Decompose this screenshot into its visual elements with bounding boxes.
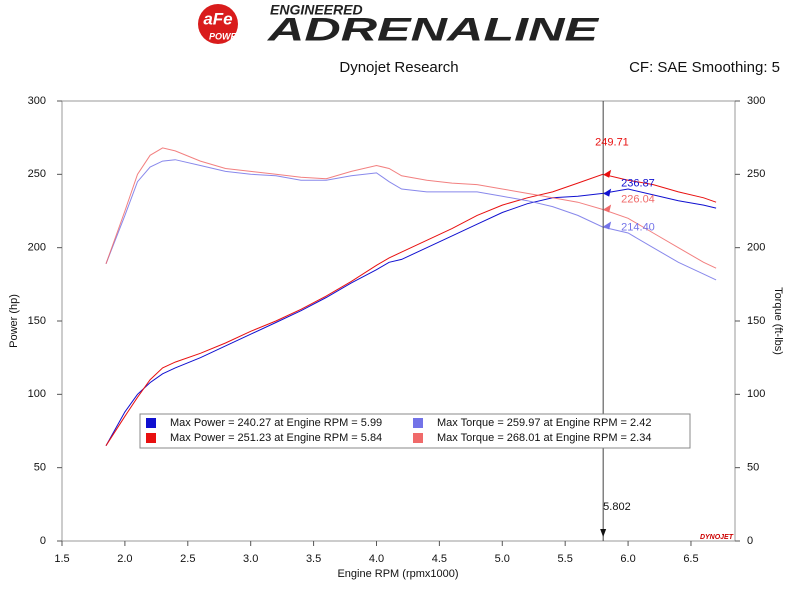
y2-tick-label: 100 — [747, 388, 765, 400]
x-tick-label: 5.0 — [495, 553, 510, 565]
x-tick-label: 3.0 — [243, 553, 258, 565]
y-tick-label: 50 — [34, 462, 46, 474]
x-tick-label: 1.5 — [54, 553, 69, 565]
y-tick-label: 300 — [28, 95, 46, 107]
y-tick-label: 0 — [40, 535, 46, 547]
x-tick-label: 2.0 — [117, 553, 132, 565]
y2-axis-label: Torque (ft-lbs) — [772, 287, 784, 355]
y-tick-label: 200 — [28, 242, 46, 254]
cursor-marker — [603, 169, 612, 178]
x-tick-label: 5.5 — [558, 553, 573, 565]
legend-label: Max Power = 240.27 at Engine RPM = 5.99 — [170, 417, 382, 429]
cursor-arrow — [600, 529, 607, 537]
y2-tick-label: 0 — [747, 535, 753, 547]
y-tick-label: 150 — [28, 315, 46, 327]
x-tick-label: 3.5 — [306, 553, 321, 565]
series-line — [105, 188, 717, 446]
cursor-readout: 249.71 — [595, 137, 629, 149]
watermark: DYNOJET — [700, 534, 734, 541]
series-line — [105, 159, 717, 281]
brand-top: ENGINEERED — [270, 2, 363, 18]
cursor-marker — [603, 204, 612, 213]
x-tick-label: 4.5 — [432, 553, 447, 565]
cursor-readout: 226.04 — [621, 193, 655, 205]
cursor-marker — [603, 221, 612, 230]
brand: ADRENALINE — [266, 11, 600, 47]
y-axis-label: Power (hp) — [8, 294, 20, 348]
legend-label: Max Torque = 259.97 at Engine RPM = 2.42 — [437, 417, 651, 429]
legend-label: Max Torque = 268.01 at Engine RPM = 2.34 — [437, 432, 651, 444]
cursor-readout: 236.87 — [621, 177, 655, 189]
series-line — [105, 173, 717, 446]
y2-tick-label: 150 — [747, 315, 765, 327]
x-axis-label: Engine RPM (rpmx1000) — [337, 568, 458, 580]
legend-swatch — [413, 418, 423, 428]
cursor-readout: 214.40 — [621, 221, 655, 233]
right-caption: CF: SAE Smoothing: 5 — [629, 59, 780, 76]
legend-swatch — [146, 433, 156, 443]
logo-sub: POWER — [209, 31, 244, 41]
cursor-marker — [603, 188, 612, 197]
series-line — [105, 147, 717, 269]
legend-label: Max Power = 251.23 at Engine RPM = 5.84 — [170, 432, 382, 444]
x-tick-label: 6.5 — [683, 553, 698, 565]
y-tick-label: 250 — [28, 168, 46, 180]
cursor-x-label: 5.802 — [603, 501, 631, 513]
legend-swatch — [146, 418, 156, 428]
legend-swatch — [413, 433, 423, 443]
x-tick-label: 6.0 — [620, 553, 635, 565]
logo-badge — [198, 4, 238, 44]
y2-tick-label: 250 — [747, 168, 765, 180]
x-tick-label: 2.5 — [180, 553, 195, 565]
x-tick-label: 4.0 — [369, 553, 384, 565]
logo-mark: aFe — [203, 9, 232, 28]
y2-tick-label: 300 — [747, 95, 765, 107]
y-tick-label: 100 — [28, 388, 46, 400]
left-caption: Dynojet Research — [339, 59, 458, 76]
y2-tick-label: 200 — [747, 242, 765, 254]
y2-tick-label: 50 — [747, 462, 759, 474]
